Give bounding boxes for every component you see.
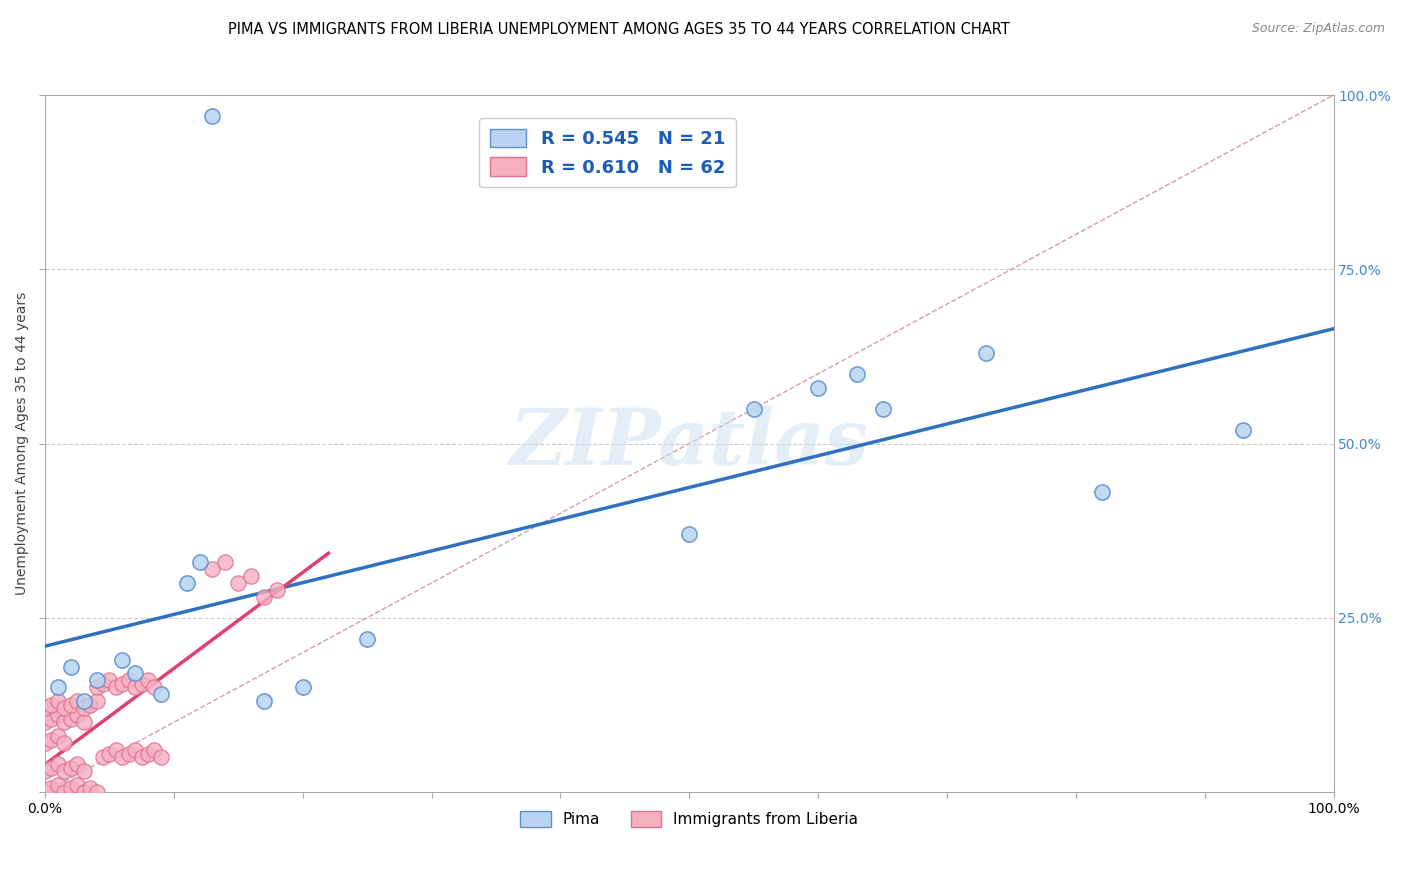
Point — [201, 562, 224, 576]
Text: ZIPatlas: ZIPatlas — [509, 405, 869, 482]
Point — [149, 750, 172, 764]
Point — [845, 367, 868, 381]
Point — [678, 527, 700, 541]
Point — [131, 750, 153, 764]
Point — [59, 781, 82, 796]
Point — [124, 666, 146, 681]
Point — [59, 698, 82, 712]
Point — [53, 715, 76, 730]
Point — [131, 677, 153, 691]
Point — [66, 778, 89, 792]
Point — [111, 677, 134, 691]
Point — [124, 743, 146, 757]
Point — [872, 401, 894, 416]
Point — [72, 785, 94, 799]
Point — [53, 701, 76, 715]
Point — [104, 681, 127, 695]
Point — [91, 750, 114, 764]
Point — [807, 381, 830, 395]
Point — [143, 681, 166, 695]
Y-axis label: Unemployment Among Ages 35 to 44 years: Unemployment Among Ages 35 to 44 years — [15, 292, 30, 595]
Point — [79, 698, 101, 712]
Point — [34, 715, 56, 730]
Point — [149, 687, 172, 701]
Point — [124, 681, 146, 695]
Point — [118, 673, 141, 688]
Point — [46, 729, 69, 743]
Point — [41, 732, 63, 747]
Point — [118, 747, 141, 761]
Point — [226, 575, 249, 590]
Point — [46, 681, 69, 695]
Point — [188, 555, 211, 569]
Point — [356, 632, 378, 646]
Point — [34, 764, 56, 778]
Point — [41, 761, 63, 775]
Point — [59, 712, 82, 726]
Point — [1090, 485, 1112, 500]
Text: PIMA VS IMMIGRANTS FROM LIBERIA UNEMPLOYMENT AMONG AGES 35 TO 44 YEARS CORRELATI: PIMA VS IMMIGRANTS FROM LIBERIA UNEMPLOY… — [228, 22, 1010, 37]
Point — [136, 747, 159, 761]
Point — [72, 764, 94, 778]
Point — [41, 698, 63, 712]
Point — [201, 109, 224, 123]
Point — [46, 778, 69, 792]
Legend: Pima, Immigrants from Liberia: Pima, Immigrants from Liberia — [513, 805, 865, 833]
Point — [46, 708, 69, 723]
Point — [91, 677, 114, 691]
Point — [66, 694, 89, 708]
Point — [742, 401, 765, 416]
Point — [46, 694, 69, 708]
Point — [1232, 423, 1254, 437]
Point — [98, 673, 121, 688]
Point — [59, 761, 82, 775]
Point — [974, 346, 997, 360]
Point — [86, 785, 108, 799]
Point — [66, 757, 89, 772]
Point — [86, 694, 108, 708]
Point — [66, 708, 89, 723]
Point — [79, 781, 101, 796]
Point — [111, 750, 134, 764]
Point — [72, 694, 94, 708]
Point — [214, 555, 236, 569]
Point — [104, 743, 127, 757]
Point — [72, 715, 94, 730]
Point — [253, 590, 276, 604]
Point — [266, 582, 288, 597]
Point — [86, 681, 108, 695]
Point — [98, 747, 121, 761]
Point — [41, 712, 63, 726]
Point — [72, 701, 94, 715]
Point — [136, 673, 159, 688]
Point — [34, 701, 56, 715]
Point — [34, 785, 56, 799]
Text: Source: ZipAtlas.com: Source: ZipAtlas.com — [1251, 22, 1385, 36]
Point — [53, 785, 76, 799]
Point — [253, 694, 276, 708]
Point — [240, 569, 263, 583]
Point — [143, 743, 166, 757]
Point — [34, 736, 56, 750]
Point — [111, 652, 134, 666]
Point — [86, 673, 108, 688]
Point — [59, 659, 82, 673]
Point — [46, 757, 69, 772]
Point — [176, 575, 198, 590]
Point — [41, 781, 63, 796]
Point — [291, 681, 314, 695]
Point — [53, 764, 76, 778]
Point — [53, 736, 76, 750]
